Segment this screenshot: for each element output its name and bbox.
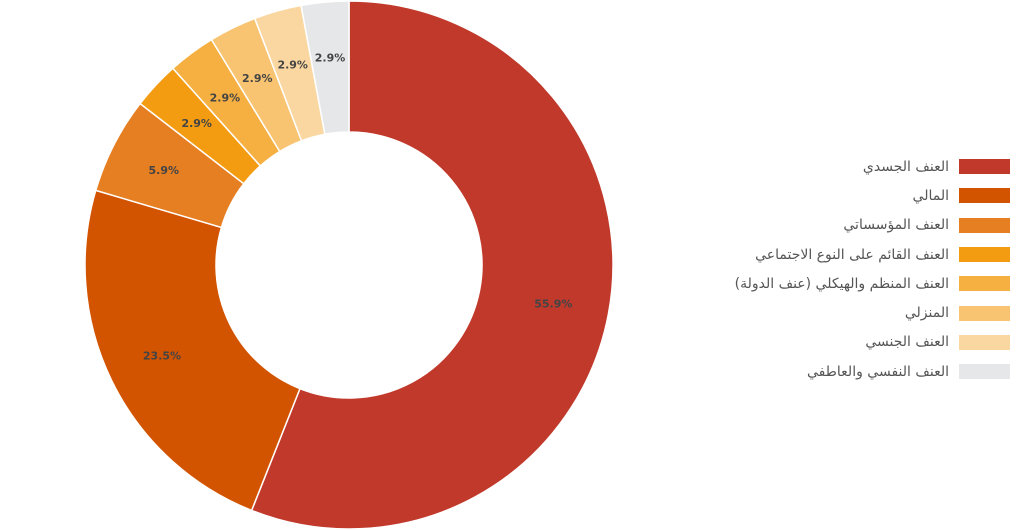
slice-data-label-2: 23.5% <box>143 350 181 363</box>
legend-item-5: العنف المنظم والهيكلي (عنف الدولة) <box>630 269 1010 298</box>
legend-item-6: المنزلي <box>630 298 1010 327</box>
slice-data-label-7: 2.9% <box>277 58 308 71</box>
legend-swatch <box>959 334 1010 350</box>
legend-label: العنف القائم على النوع الاجتماعي <box>755 246 949 263</box>
legend-swatch <box>959 247 1010 263</box>
pie-slice-1 <box>250 0 614 530</box>
legend-item-1: العنف الجسدي <box>630 152 1010 181</box>
legend-swatch <box>959 159 1010 175</box>
legend-swatch <box>959 305 1010 321</box>
slice-data-label-4: 2.9% <box>181 117 212 130</box>
slice-data-label-8: 2.9% <box>315 51 346 64</box>
legend-swatch <box>959 276 1010 292</box>
legend-label: العنف المؤسساتي <box>843 217 949 234</box>
legend-label: المالي <box>912 187 949 204</box>
slice-data-label-6: 2.9% <box>242 72 273 85</box>
pie-slice-8 <box>300 0 350 136</box>
legend-swatch <box>959 188 1010 204</box>
pie-slice-2 <box>84 189 301 512</box>
legend-label: المنزلي <box>904 305 949 322</box>
chart-legend: العنف الجسدي المالي العنف المؤسساتي العنف ا… <box>630 152 1010 386</box>
legend-label: العنف النفسي والعاطفي <box>807 363 949 380</box>
legend-item-4: العنف القائم على النوع الاجتماعي <box>630 240 1010 269</box>
slice-data-label-5: 2.9% <box>210 92 241 105</box>
legend-item-2: المالي <box>630 181 1010 210</box>
legend-label: العنف المنظم والهيكلي (عنف الدولة) <box>734 275 949 292</box>
legend-item-7: العنف الجنسي <box>630 328 1010 357</box>
slice-data-label-3: 5.9% <box>149 164 180 177</box>
chart-slices <box>84 0 614 530</box>
chart-data-labels: 55.9%23.5%5.9%2.9%2.9%2.9%2.9%2.9% <box>143 51 572 362</box>
legend-label: العنف الجنسي <box>865 334 949 351</box>
slice-data-label-1: 55.9% <box>534 298 572 311</box>
legend-item-3: العنف المؤسساتي <box>630 211 1010 240</box>
legend-swatch <box>959 364 1010 380</box>
legend-item-8: العنف النفسي والعاطفي <box>630 357 1010 386</box>
legend-label: العنف الجسدي <box>862 158 949 175</box>
legend-swatch <box>959 217 1010 233</box>
